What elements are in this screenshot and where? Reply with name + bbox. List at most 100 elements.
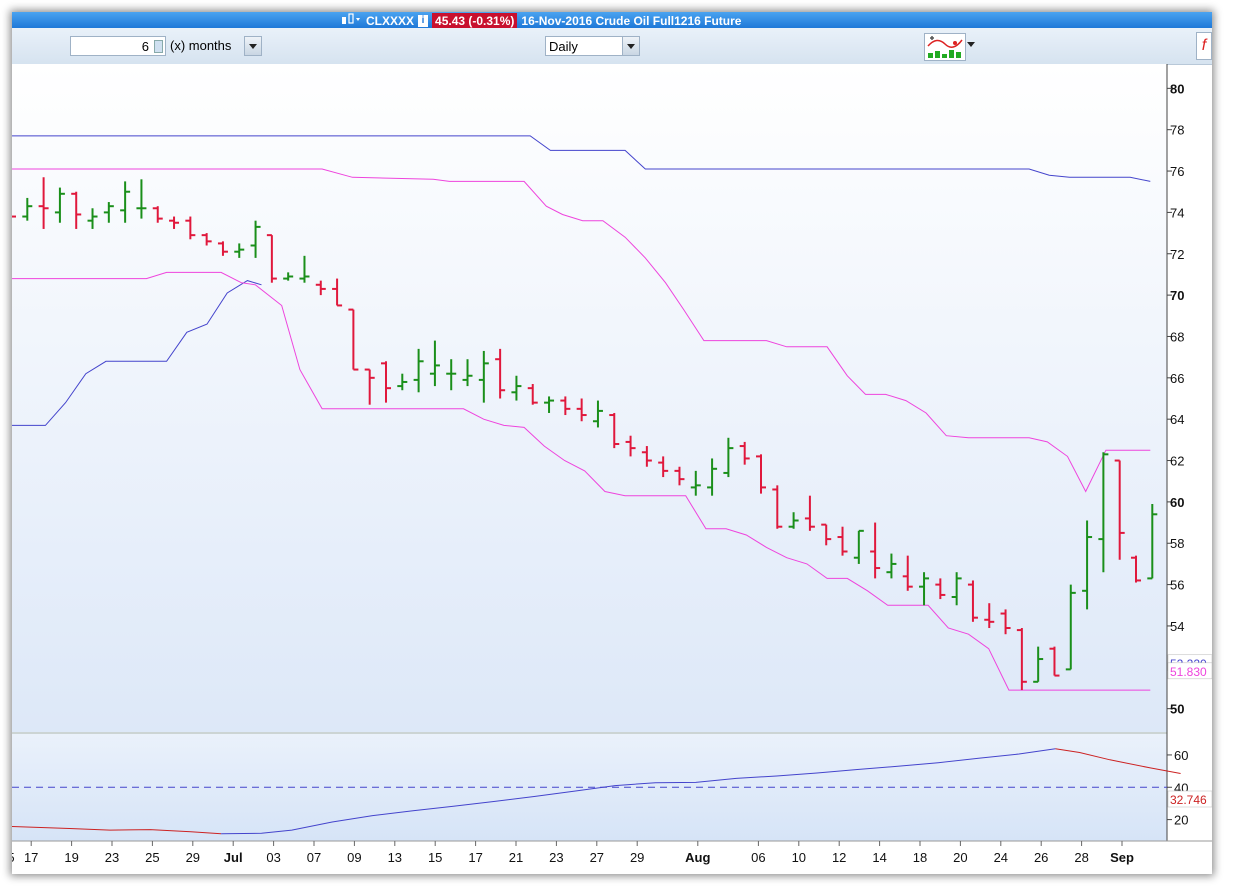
ohlc-bar	[12, 215, 16, 218]
indicator-lines	[12, 748, 1181, 835]
interval-value: Daily	[549, 39, 578, 54]
x-tick-label: 13	[388, 850, 402, 865]
interval-select[interactable]: Daily	[545, 36, 625, 56]
y-tick-label: 74	[1170, 205, 1184, 220]
outer-low-channel	[12, 280, 262, 426]
ohlc-bar	[266, 234, 277, 283]
ohlc-bar	[22, 197, 33, 221]
ohlc-bar	[364, 368, 375, 405]
ohlc-bar	[478, 350, 489, 403]
x-tick-label: 27	[590, 850, 604, 865]
x-tick-label: 15	[428, 850, 442, 865]
x-tick-label: 24	[994, 850, 1008, 865]
indicator-dropdown-button[interactable]	[967, 42, 975, 47]
ohlc-bar	[739, 441, 750, 465]
ohlc-bar	[152, 206, 163, 223]
ohlc-bar	[1033, 646, 1044, 683]
y-tick-label: 80	[1170, 81, 1184, 96]
indicator-tick-label: 20	[1174, 813, 1188, 828]
ohlc-bar	[641, 446, 652, 467]
ohlc-bar	[935, 578, 946, 600]
indicator-line-down	[1055, 748, 1181, 774]
x-tick-label: 26	[1034, 850, 1048, 865]
x-tick-label: 29	[186, 850, 200, 865]
ohlc-bar	[658, 456, 669, 478]
ohlc-bar	[576, 398, 587, 422]
ohlc-bar	[821, 523, 832, 546]
x-tick-label: 14	[872, 850, 886, 865]
formula-icon[interactable]: f	[1196, 32, 1212, 60]
interval-dropdown-button[interactable]	[622, 36, 640, 56]
ohlc-bar	[38, 177, 49, 229]
y-tick-label: 70	[1170, 288, 1184, 303]
inner-low-channel	[12, 271, 1151, 691]
ohlc-bar	[527, 384, 538, 405]
y-tick-label: 60	[1170, 495, 1184, 510]
ohlc-bar	[315, 280, 326, 296]
symbol-label[interactable]: CLXXXX	[366, 14, 415, 28]
contract-description: 16-Nov-2016 Crude Oil Full1216 Future	[521, 14, 742, 28]
ohlc-bar	[169, 216, 180, 229]
x-tick-label: 21	[509, 850, 523, 865]
ohlc-bar	[185, 216, 196, 240]
ohlc-bar	[772, 485, 783, 529]
ohlc-bar	[723, 437, 734, 478]
indicator-line-up	[221, 748, 1056, 835]
indicator-value-label: 32.746	[1170, 793, 1207, 807]
channel-lines	[12, 135, 1151, 691]
ohlc-bar	[560, 396, 571, 416]
x-tick-label: Aug	[685, 850, 710, 865]
x-tick-label: Jul	[224, 850, 243, 865]
ohlc-bar	[853, 529, 864, 564]
ohlc-bar	[902, 555, 913, 591]
period-unit-dropdown-button[interactable]	[244, 36, 262, 56]
time-axis: 5 17 19 23 25 29 Jul 03 07 09 13 15 17 21 23 27 29 Aug 06 1…	[12, 841, 1134, 865]
x-tick-label: 12	[832, 850, 846, 865]
x-tick-label: 17	[24, 850, 38, 865]
ohlc-bar	[87, 208, 98, 229]
value-label-box	[1167, 662, 1212, 680]
ohlc-bar	[804, 495, 815, 531]
title-bar: CLXXXX i 45.43 (-0.31%) 16-Nov-2016 Crud…	[12, 12, 1212, 30]
indicator-picker-button[interactable]	[924, 33, 966, 61]
x-tick-label: 18	[913, 850, 927, 865]
price-bars	[12, 177, 1158, 691]
ohlc-bar	[120, 181, 131, 223]
ohlc-bar	[332, 278, 343, 307]
ohlc-bar	[919, 572, 930, 606]
ohlc-bar	[429, 340, 440, 387]
candlestick-icon[interactable]	[340, 12, 362, 30]
ohlc-bar	[1130, 555, 1141, 583]
ohlc-bar	[54, 187, 65, 223]
stepper-icon[interactable]	[154, 40, 163, 53]
ohlc-bar	[495, 348, 506, 399]
indicator-icon	[927, 36, 963, 58]
ohlc-bar	[217, 241, 228, 256]
info-icon[interactable]: i	[418, 15, 429, 27]
ohlc-bar	[609, 412, 620, 449]
y-tick-label: 76	[1170, 164, 1184, 179]
x-tick-label: 5	[12, 850, 15, 865]
x-tick-label: 20	[953, 850, 967, 865]
ohlc-bar	[870, 522, 881, 579]
ohlc-bar	[690, 470, 701, 496]
ohlc-bar	[1000, 609, 1011, 635]
ohlc-bar	[446, 359, 457, 391]
y-tick-label: 50	[1170, 702, 1184, 717]
x-tick-label: 17	[468, 850, 482, 865]
ohlc-bar	[1082, 520, 1093, 610]
ohlc-bar	[1049, 646, 1060, 677]
inner-high-channel	[12, 168, 1151, 493]
ohlc-bar	[511, 375, 522, 401]
x-tick-label: 07	[307, 850, 321, 865]
ohlc-bar	[755, 454, 766, 494]
ohlc-bar	[788, 512, 799, 529]
ohlc-bar	[299, 255, 310, 283]
x-tick-label: 28	[1074, 850, 1088, 865]
period-input[interactable]: 6	[70, 36, 166, 56]
x-tick-label: 19	[64, 850, 78, 865]
y-tick-label: 64	[1170, 412, 1184, 427]
ohlc-bar	[1098, 452, 1109, 573]
x-tick-label: 03	[266, 850, 280, 865]
